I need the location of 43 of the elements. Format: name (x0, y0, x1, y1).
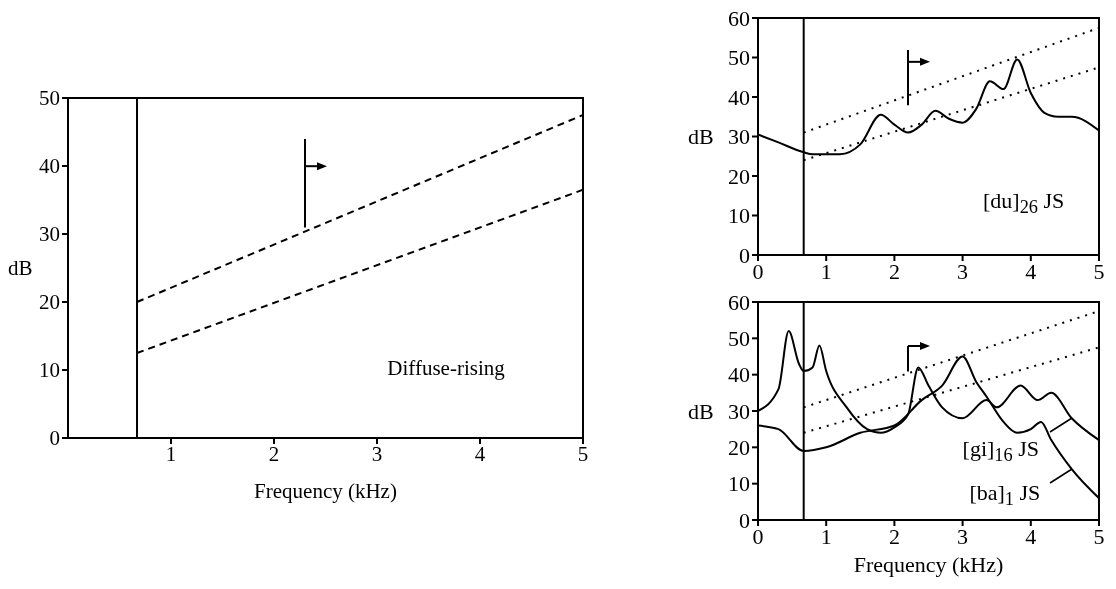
y-tick-label: 10 (728, 471, 750, 497)
x-tick-label: 5 (1093, 523, 1105, 549)
x-tick-label: 5 (1093, 258, 1105, 284)
legend-label: [ba]$_{1}$ JS (969, 480, 1041, 511)
y-tick-label: 10 (728, 203, 750, 229)
annotation: Diffuse-rising (387, 356, 505, 382)
x-tick-label: 1 (820, 258, 832, 284)
y-tick-label: 0 (739, 507, 750, 533)
x-tick-label: 2 (888, 523, 900, 549)
x-axis-title: Frequency (kHz) (254, 479, 397, 503)
y-tick-label: 40 (728, 84, 750, 110)
x-tick-label: 4 (1025, 258, 1037, 284)
y-tick-label: 20 (728, 163, 750, 189)
x-tick-label: 4 (474, 441, 486, 466)
y-tick-label: 30 (728, 398, 750, 424)
y-tick-label: 60 (728, 289, 750, 315)
legend-label: [gi]$_{16}$ JS (962, 436, 1039, 467)
text: [du]$_{26}$ JS (983, 187, 1065, 219)
y-tick-label: 30 (39, 222, 60, 247)
y-tick-label: 50 (728, 45, 750, 71)
y-tick-label: 10 (39, 358, 60, 383)
y-tick-label: 40 (39, 154, 60, 179)
y-axis-title: dB (688, 398, 714, 424)
x-tick-label: 5 (577, 441, 589, 466)
x-tick-label: 4 (1025, 523, 1037, 549)
y-axis-title: dB (8, 256, 33, 281)
x-tick-label: 1 (165, 441, 177, 466)
x-tick-label: 3 (957, 258, 969, 284)
y-tick-label: 0 (739, 242, 750, 268)
x-tick-label: 3 (957, 523, 969, 549)
y-tick-label: 30 (728, 124, 750, 150)
y-tick-label: 50 (728, 326, 750, 352)
y-tick-label: 20 (39, 290, 60, 315)
x-tick-label: 1 (820, 523, 832, 549)
x-axis-title: Frequency (kHz) (853, 552, 1004, 577)
y-axis-title: dB (688, 124, 714, 150)
x-tick-label: 2 (268, 441, 280, 466)
y-tick-label: 40 (728, 362, 750, 388)
x-tick-label: 2 (888, 258, 900, 284)
x-tick-label: 3 (371, 441, 383, 466)
y-tick-label: 20 (728, 435, 750, 461)
y-tick-label: 50 (39, 86, 60, 111)
y-tick-label: 60 (728, 5, 750, 31)
